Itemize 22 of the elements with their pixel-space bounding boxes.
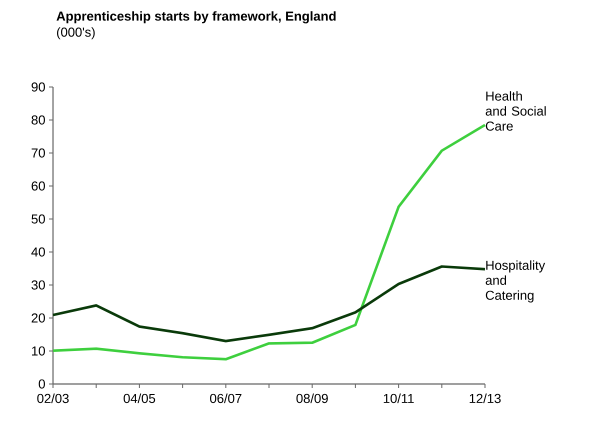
y-tick-label: 50 — [32, 214, 45, 224]
x-tick-label: 02/03 — [37, 394, 69, 404]
y-tick-label: 20 — [32, 313, 45, 323]
x-tick-label: 08/09 — [296, 394, 328, 404]
y-tick-label: 70 — [32, 148, 45, 158]
chart-subtitle: (000's) — [57, 27, 95, 40]
y-tick-label: 0 — [38, 379, 45, 389]
series-label: Health and Social Care — [486, 91, 546, 131]
y-tick-label: 80 — [32, 115, 45, 125]
line-series — [52, 265, 486, 342]
series-label: Hospitality and Catering — [486, 260, 546, 302]
chart-title: Apprenticeship starts by framework, England — [56, 11, 336, 24]
x-tick-label: 06/07 — [210, 394, 242, 404]
y-tick-label: 10 — [32, 346, 45, 356]
x-tick-label: 12/13 — [470, 394, 501, 404]
x-tick-label: 10/11 — [384, 394, 414, 404]
y-tick-label: 60 — [32, 181, 45, 191]
y-tick-label: 40 — [31, 247, 45, 257]
line-series — [52, 124, 486, 361]
y-tick-label: 90 — [32, 82, 45, 92]
x-tick-label: 04/05 — [124, 394, 156, 404]
y-tick-label: 30 — [32, 280, 45, 290]
